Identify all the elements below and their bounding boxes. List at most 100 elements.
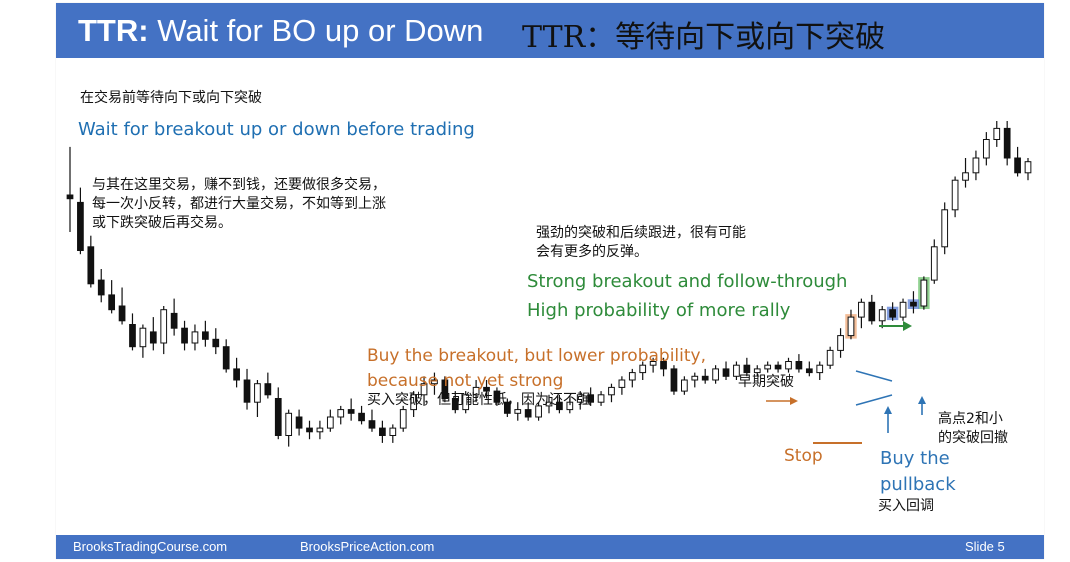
candle-body-bear <box>1003 127 1011 159</box>
candle <box>982 132 990 166</box>
note-strong-en-line-2: High probability of more rally <box>527 300 791 321</box>
candle-body-bull <box>920 279 928 307</box>
candle-body-bull <box>139 327 147 348</box>
candle <box>316 420 324 440</box>
candle <box>274 387 282 440</box>
title-chinese: TTR：等待向下或向下突破 <box>522 20 886 55</box>
candle-body-bull <box>649 361 657 366</box>
candle <box>930 239 938 284</box>
candle <box>639 361 647 380</box>
candle <box>77 187 84 255</box>
candle <box>858 298 865 329</box>
candle <box>285 409 293 447</box>
candle <box>972 150 980 181</box>
candle-body-bull <box>597 394 605 403</box>
candle-body-bear <box>660 361 667 370</box>
candle <box>1024 158 1032 181</box>
candle <box>1014 146 1021 177</box>
note-buy-breakout-line-2: because not yet strong <box>367 371 564 391</box>
candle-body-bear <box>556 401 563 411</box>
title-ttr: TTR: <box>78 13 149 48</box>
note-buy-breakout-cn: 买入突破，但可能性低，因为还不强 <box>367 392 591 408</box>
candle <box>254 380 261 417</box>
candle-body-bear <box>524 409 532 418</box>
note-pullback-line-1: Buy the <box>880 448 950 469</box>
candle <box>805 361 813 377</box>
candle <box>868 294 876 325</box>
candle-body-bull <box>837 335 844 351</box>
candle <box>493 387 501 406</box>
candle-body-bull <box>785 361 792 370</box>
candle <box>337 405 345 425</box>
candle <box>743 357 751 377</box>
candle <box>774 361 782 373</box>
candle <box>878 306 886 329</box>
candle <box>295 409 303 436</box>
candle <box>97 269 105 303</box>
candle <box>347 398 355 421</box>
candle-body-bull <box>316 427 324 433</box>
candle-body-bear <box>149 331 157 344</box>
candle <box>118 287 126 325</box>
note-wait-cn: 在交易前等待向下或向下突破 <box>80 90 262 106</box>
candle-body-bear <box>805 368 813 374</box>
candle <box>483 380 490 399</box>
candle <box>535 402 542 421</box>
candle-body-bull <box>816 364 824 374</box>
title-english: TTR: Wait for BO up or Down <box>78 13 483 49</box>
candle <box>816 361 824 380</box>
candle <box>889 302 896 321</box>
candle-body-bull <box>878 309 886 322</box>
candle <box>733 361 740 380</box>
candle <box>993 121 1001 147</box>
candle <box>264 372 272 399</box>
candle-body-bull <box>1024 161 1032 174</box>
candle-body-bull <box>420 383 428 396</box>
candle-body-bull <box>514 409 522 414</box>
candle-body-bear <box>108 294 116 311</box>
candle <box>326 409 334 432</box>
candle <box>212 328 220 355</box>
note-high2-line-2: 的突破回撤 <box>938 430 1008 446</box>
candle <box>764 361 772 373</box>
candle-body-bull <box>399 409 407 429</box>
candle <box>389 424 397 443</box>
candle <box>431 372 438 395</box>
candle-body-bull <box>972 157 980 174</box>
slide: TTR: Wait for BO up or Down TTR：等待向下或向下突… <box>56 3 1044 559</box>
candle-body-bear <box>87 246 95 285</box>
candle <box>628 368 636 388</box>
note-strong-en: Strong breakout and follow-through High … <box>527 267 847 325</box>
candle-body-bull <box>639 364 647 374</box>
candle <box>399 405 407 432</box>
candle-body-bear <box>222 346 230 370</box>
candle-body-bull <box>472 386 480 396</box>
candle-body-bear <box>97 279 105 296</box>
candle-body-bear <box>77 201 84 251</box>
candle-body-bear <box>587 394 595 403</box>
note-high2-line-1: 高点2和小 <box>938 411 1003 427</box>
note-pullback-line-2: pullback <box>880 474 956 495</box>
candle <box>233 357 240 388</box>
candle <box>1003 121 1011 166</box>
candle <box>202 320 209 347</box>
candle-body-bull <box>389 427 397 437</box>
candle-body-bear <box>379 427 386 437</box>
candle-body-bull <box>608 386 615 396</box>
candle <box>920 276 928 310</box>
footer-brooks-price-action: BrooksPriceAction.com <box>300 539 435 554</box>
candle <box>608 383 615 403</box>
candle-body-bull <box>764 364 772 370</box>
candle-body-bull <box>753 368 761 374</box>
candle-body-bull <box>326 416 334 429</box>
note-buy-breakout-line-1: Buy the breakout, but lower probability, <box>367 346 706 366</box>
candle <box>691 372 699 388</box>
candle <box>181 320 188 351</box>
candle-body-bull <box>962 172 969 181</box>
note-strong-en-line-1: Strong breakout and follow-through <box>527 271 848 292</box>
candle <box>587 387 595 406</box>
candle-body-bear <box>347 409 355 414</box>
candle-body-bear <box>774 364 782 370</box>
orange-arrow-head <box>790 397 798 405</box>
candle-body-bull <box>576 394 584 403</box>
